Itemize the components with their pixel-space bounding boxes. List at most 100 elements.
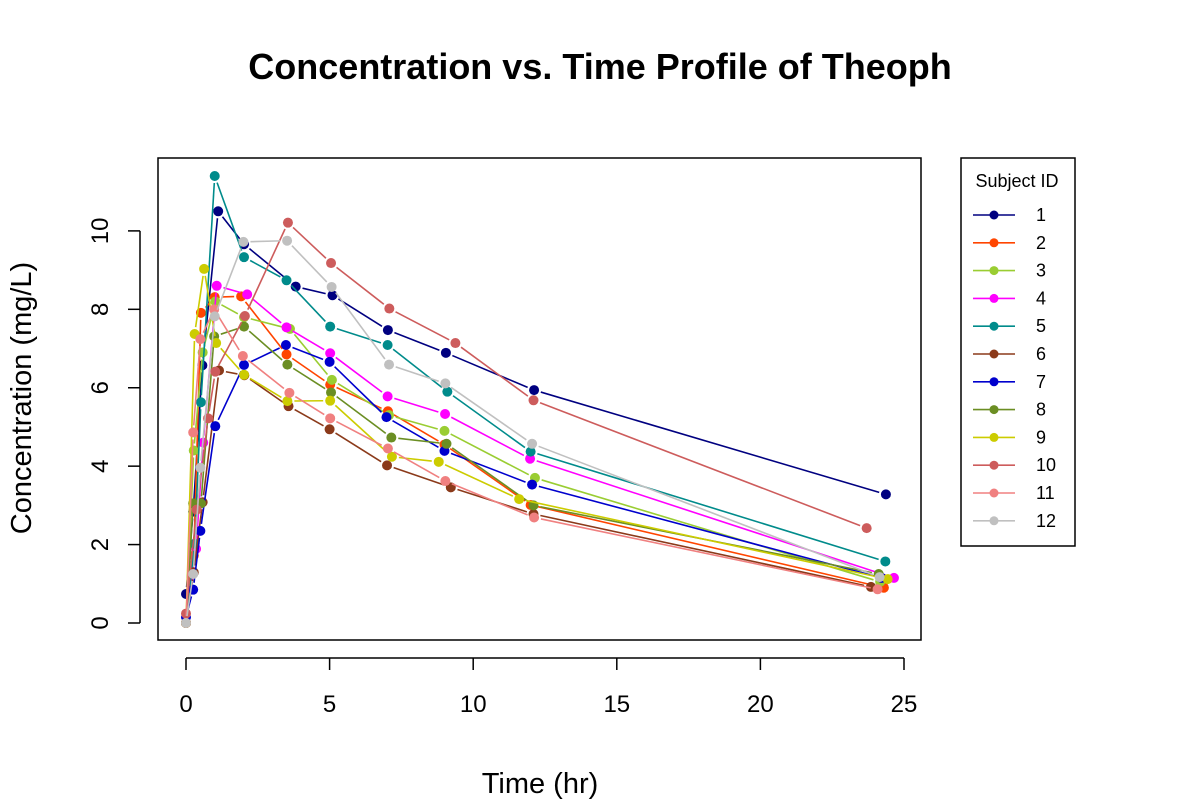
series-line-segment: [394, 331, 440, 352]
data-point: [527, 438, 538, 449]
series-line-segment: [395, 416, 438, 430]
series-line-segment: [249, 259, 281, 278]
data-point: [528, 395, 539, 406]
data-point: [882, 574, 893, 585]
data-point: [324, 356, 335, 367]
data-point: [325, 395, 336, 406]
series-line-segment: [291, 245, 328, 283]
series-7: [181, 339, 887, 623]
data-point: [188, 568, 199, 579]
legend-label: 11: [1036, 483, 1055, 503]
series-line-segment: [220, 347, 240, 371]
legend-item-2: 2: [973, 233, 1046, 253]
data-point: [382, 391, 393, 402]
legend-label: 9: [1036, 427, 1046, 447]
series-line-segment: [336, 395, 387, 434]
series-line-segment: [525, 499, 881, 579]
series-line-segment: [221, 304, 239, 315]
series-line-segment: [537, 505, 878, 587]
series-line-segment: [249, 378, 284, 403]
series-line-segment: [540, 518, 871, 589]
data-point: [450, 338, 461, 349]
series-line-segment: [202, 377, 219, 496]
y-tick-label: 2: [87, 538, 114, 551]
data-point: [880, 489, 891, 500]
series-layer: [181, 171, 899, 628]
data-point: [324, 424, 335, 435]
series-line-segment: [244, 301, 283, 350]
series-line-segment: [395, 366, 439, 382]
data-point: [195, 525, 206, 536]
data-point: [382, 443, 393, 454]
data-point: [327, 290, 338, 301]
data-point: [181, 618, 191, 628]
data-point: [325, 348, 336, 359]
data-point: [384, 303, 395, 314]
data-point: [386, 432, 397, 443]
legend-item-3: 3: [973, 261, 1046, 281]
legend-label: 10: [1036, 455, 1056, 475]
legend-marker: [989, 266, 999, 276]
series-line-segment: [248, 330, 283, 361]
legend-item-11: 11: [973, 483, 1055, 503]
series-line-segment: [290, 284, 326, 323]
data-point: [210, 421, 221, 432]
series-line-segment: [336, 327, 382, 344]
series-line-segment: [249, 347, 280, 363]
data-point: [325, 321, 336, 332]
y-tick-label: 8: [87, 303, 114, 316]
series-line-segment: [538, 445, 874, 576]
data-point: [199, 263, 210, 274]
y-axis: 0 2 4 6 8 10: [87, 218, 141, 630]
data-point: [239, 252, 250, 263]
data-point: [238, 236, 249, 247]
series-line-segment: [337, 298, 383, 328]
legend-marker: [989, 293, 999, 303]
legend-item-9: 9: [973, 427, 1046, 447]
legend-title: Subject ID: [975, 171, 1058, 191]
legend-marker: [989, 210, 999, 220]
y-tick-label: 10: [87, 218, 114, 245]
series-line-segment: [250, 318, 284, 328]
data-point: [433, 456, 444, 467]
series-line-segment: [450, 386, 527, 441]
data-point: [440, 409, 451, 420]
legend-item-10: 10: [973, 455, 1056, 475]
series-line-segment: [294, 408, 324, 427]
legend-label: 7: [1036, 372, 1046, 392]
series-line-segment: [393, 466, 445, 486]
series-line-segment: [194, 275, 204, 328]
legend-marker: [989, 321, 999, 331]
legend-label: 5: [1036, 316, 1046, 336]
series-line-segment: [537, 452, 879, 561]
series-line-segment: [450, 452, 526, 483]
legend-label: 4: [1036, 288, 1046, 308]
legend-label: 12: [1036, 511, 1056, 531]
data-point: [326, 258, 337, 269]
data-point: [195, 462, 206, 473]
series-line-segment: [334, 366, 383, 413]
series-line-segment: [335, 432, 382, 463]
data-point: [441, 438, 452, 449]
x-axis: 0 5 10 15 20 25: [179, 657, 917, 718]
data-point: [239, 310, 250, 321]
series-line-segment: [247, 228, 286, 310]
data-point: [210, 366, 221, 377]
series-line-segment: [292, 330, 325, 351]
data-point: [529, 512, 540, 523]
data-point: [282, 235, 293, 246]
data-point: [290, 281, 301, 292]
legend-label: 3: [1036, 261, 1046, 281]
series-line-segment: [452, 395, 526, 449]
x-tick-label: 20: [747, 691, 774, 718]
data-point: [284, 387, 295, 398]
series-line-segment: [294, 395, 325, 416]
data-point: [874, 572, 885, 583]
series-line-segment: [200, 323, 215, 461]
legend-marker: [989, 238, 999, 248]
legend-item-8: 8: [973, 400, 1046, 420]
series-line-segment: [193, 509, 203, 566]
data-point: [326, 374, 337, 385]
series-line-segment: [450, 433, 530, 476]
